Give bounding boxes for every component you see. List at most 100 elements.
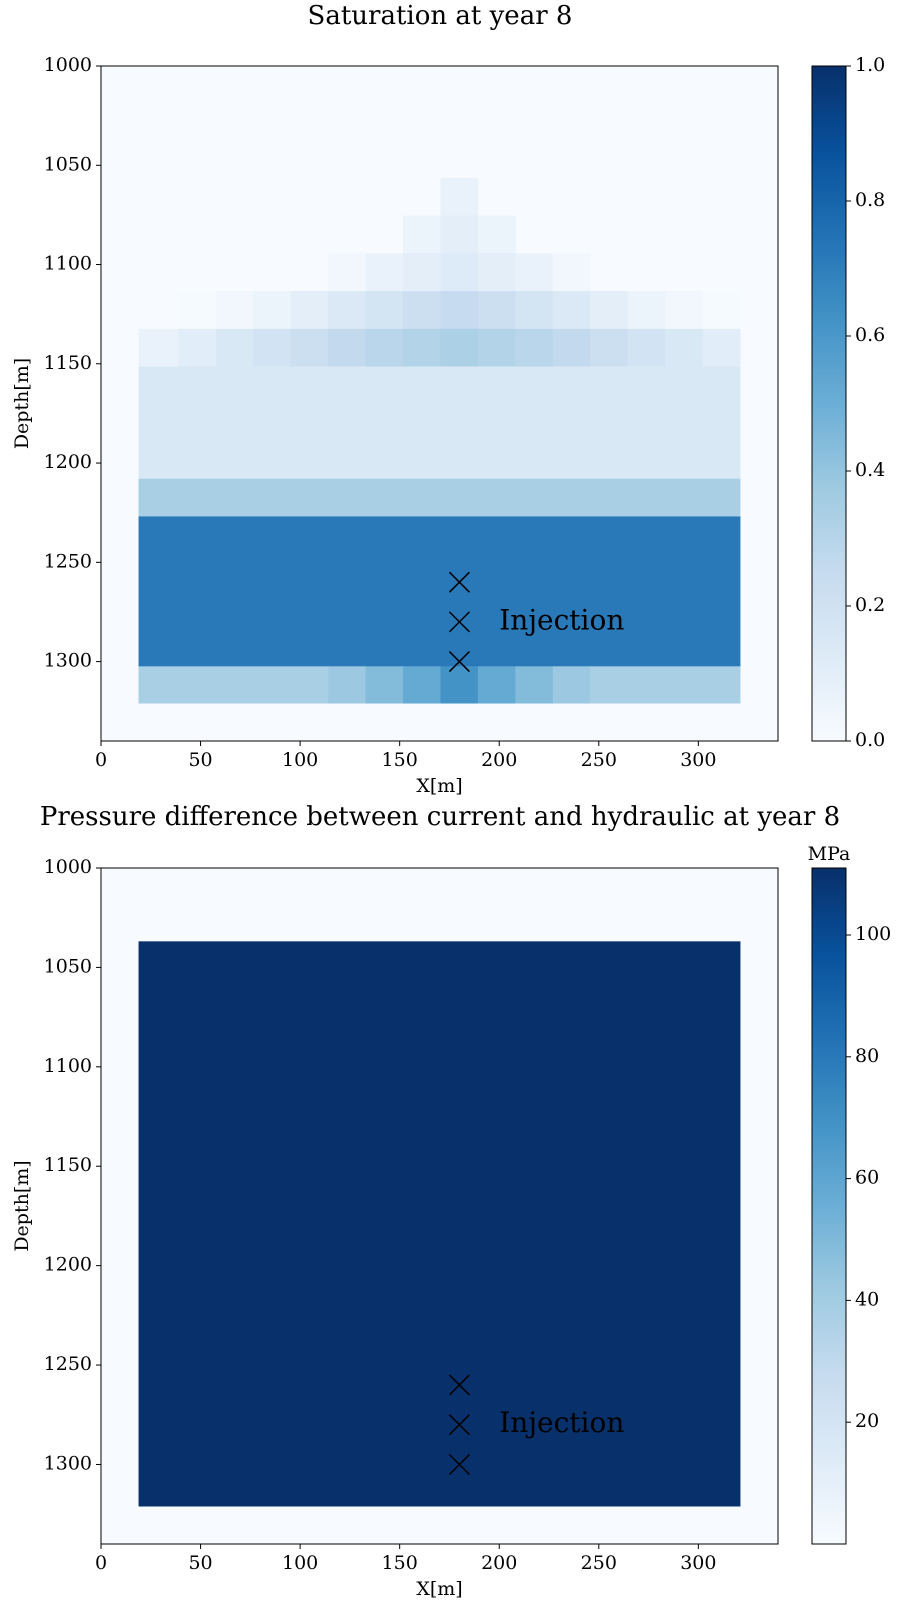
heatmap-cell	[515, 666, 554, 704]
colorbar	[811, 65, 847, 742]
heatmap-cell	[290, 328, 329, 368]
heatmap-cell	[665, 291, 703, 330]
colorbar-tick-label: 80	[855, 1045, 879, 1067]
y-tick-label: 1300	[44, 1452, 92, 1474]
heatmap-cell	[138, 666, 329, 704]
heatmap-cell	[365, 291, 404, 330]
heatmap-cell	[328, 291, 367, 330]
heatmap-cell	[552, 253, 591, 292]
plot-frame	[100, 867, 779, 1545]
colorbar-tick-label: 0.0	[855, 729, 885, 751]
colorbar-tick-label: 0.2	[855, 594, 885, 616]
y-axis-ticks: 1000 1050 1100 1150 1200 1250 1300	[44, 54, 101, 672]
heatmap-cell	[590, 291, 629, 330]
heatmap-cell	[440, 666, 479, 704]
x-tick-label: 50	[188, 749, 212, 771]
y-axis-label: Depth[m]	[11, 358, 33, 449]
y-tick-label: 1000	[44, 54, 92, 76]
y-tick-label: 1250	[44, 1353, 92, 1375]
x-tick-label: 200	[481, 749, 517, 771]
heatmap-cell	[138, 366, 741, 480]
injection-annotation: Injection	[499, 1406, 624, 1439]
heatmap-cell	[702, 328, 741, 368]
x-tick-label: 100	[282, 1552, 318, 1574]
x-tick-label: 0	[95, 749, 107, 771]
x-tick-label: 50	[188, 1552, 212, 1574]
heatmap-cell	[440, 291, 479, 330]
saturation-chart: Saturation at year 8 Injection 0 50 100 150…	[11, 1, 885, 797]
heatmap-cell	[178, 291, 217, 330]
heatmap-cell	[515, 253, 554, 292]
heatmap-cell	[403, 215, 441, 254]
heatmap-cell	[515, 291, 554, 330]
heatmap-cell	[440, 177, 479, 217]
x-axis-label: X[m]	[416, 775, 462, 797]
heatmap-cell	[403, 328, 441, 368]
x-axis-ticks: 0 50 100 150 200 250 300	[95, 1544, 716, 1574]
heatmap-cell	[665, 328, 703, 368]
injection-marker	[448, 611, 470, 633]
x-tick-label: 250	[581, 1552, 617, 1574]
heatmap-cell	[552, 291, 591, 330]
x-axis-ticks: 0 50 100 150 200 250 300	[95, 741, 716, 771]
injection-annotation: Injection	[499, 603, 624, 636]
heatmap-cell	[627, 328, 666, 368]
heatmap-cell	[477, 215, 516, 254]
y-tick-label: 1000	[44, 856, 92, 878]
heatmap-cell	[552, 666, 591, 704]
heatmap-cell	[138, 328, 179, 368]
colorbar-tick-label: 1.0	[855, 54, 885, 76]
heatmap-cell	[138, 516, 741, 667]
heatmap-cell	[328, 253, 367, 292]
x-tick-label: 300	[680, 1552, 716, 1574]
colorbar-tick-label: 0.4	[855, 459, 885, 481]
heatmap-cell	[138, 941, 741, 1507]
heatmap-cell	[590, 666, 741, 704]
plot-frame	[100, 65, 779, 742]
injection-markers	[448, 1374, 470, 1476]
injection-marker	[448, 1414, 470, 1436]
injection-marker	[448, 571, 470, 593]
heatmap-cell	[702, 291, 741, 330]
y-tick-label: 1100	[44, 1055, 92, 1077]
colorbar-tick-label: 40	[855, 1288, 879, 1310]
injection-markers	[448, 571, 470, 673]
y-tick-label: 1300	[44, 650, 92, 672]
y-tick-label: 1100	[44, 253, 92, 275]
y-tick-label: 1200	[44, 1254, 92, 1276]
y-tick-label: 1200	[44, 451, 92, 473]
heatmap-cell	[403, 253, 441, 292]
injection-marker	[448, 1453, 470, 1476]
heatmap-cell	[515, 328, 554, 368]
y-tick-label: 1150	[44, 1154, 92, 1176]
colorbar	[811, 867, 847, 1545]
colorbar-tick-label: 20	[855, 1410, 879, 1432]
heatmap-cell	[138, 478, 741, 517]
heatmap-cell	[590, 328, 629, 368]
heatmap-cell	[440, 253, 479, 292]
x-axis-label: X[m]	[416, 1578, 462, 1600]
heatmap-cell	[365, 666, 404, 704]
heatmap-cell	[552, 328, 591, 368]
injection-marker	[448, 651, 470, 673]
heatmap-cell	[477, 666, 516, 704]
x-tick-label: 150	[382, 749, 418, 771]
colorbar-label: MPa	[808, 843, 851, 865]
heatmap-cells	[101, 868, 778, 1544]
y-axis-label: Depth[m]	[11, 1160, 33, 1251]
y-tick-label: 1050	[44, 955, 92, 977]
x-tick-label: 250	[581, 749, 617, 771]
heatmap-cell	[403, 666, 441, 704]
heatmap-cell	[477, 328, 516, 368]
y-tick-label: 1250	[44, 550, 92, 572]
heatmap-cell	[328, 666, 367, 704]
heatmap-cell	[253, 328, 292, 368]
heatmap-cell	[253, 291, 292, 330]
x-tick-label: 300	[680, 749, 716, 771]
heatmap-cell	[215, 328, 254, 368]
x-tick-label: 0	[95, 1552, 107, 1574]
heatmap-cell	[440, 215, 479, 254]
x-tick-label: 150	[382, 1552, 418, 1574]
y-tick-label: 1150	[44, 352, 92, 374]
